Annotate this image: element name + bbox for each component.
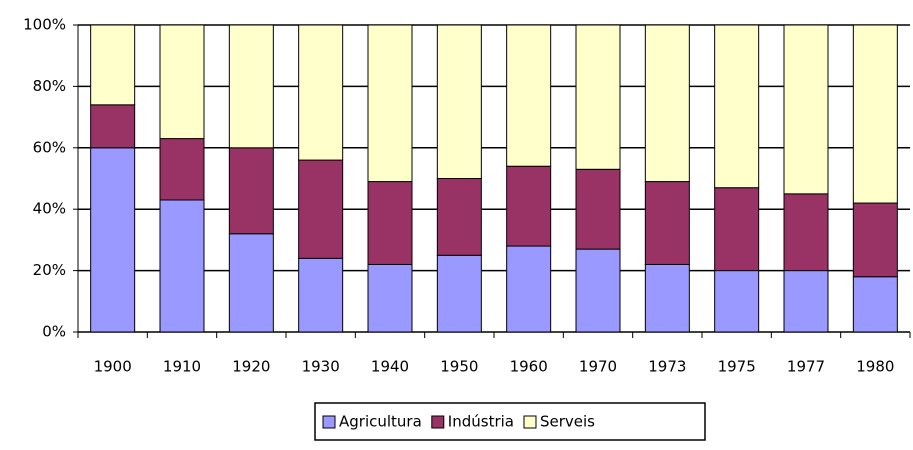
bar-segment: [436, 254, 482, 333]
bar-segment: [90, 147, 136, 333]
bar-segment: [298, 257, 344, 333]
bar-segment: [506, 245, 552, 333]
bar-segment: [228, 147, 274, 235]
x-tick-label: 1960: [510, 358, 548, 376]
bar-segment: [714, 187, 760, 272]
bar-segment: [436, 24, 482, 179]
bar-segment: [298, 24, 344, 161]
bar-segment: [90, 104, 136, 149]
bar-segment: [852, 202, 898, 278]
legend-label: Agricultura: [339, 413, 422, 431]
y-tick-label: 60%: [33, 138, 66, 156]
bar-segment: [228, 233, 274, 333]
bar-segment: [575, 168, 621, 250]
bar-segment: [228, 24, 274, 149]
bar-segment: [159, 24, 205, 140]
bar-segment: [367, 24, 413, 183]
y-tick-label: 100%: [23, 16, 66, 34]
y-tick-label: 20%: [33, 261, 66, 279]
bar-segment: [367, 181, 413, 265]
legend-swatch: [322, 415, 336, 429]
x-tick-label: 1920: [232, 358, 270, 376]
bar-segment: [367, 263, 413, 333]
x-tick-label: 1950: [440, 358, 478, 376]
bar-segment: [644, 181, 690, 265]
bar-segment: [644, 24, 690, 183]
x-tick-label: 1975: [718, 358, 756, 376]
x-tick-label: 1900: [94, 358, 132, 376]
legend-label: Serveis: [540, 413, 595, 431]
bar-segment: [783, 270, 829, 333]
bar-segment: [506, 165, 552, 247]
bar-segment: [506, 24, 552, 167]
y-tick-label: 0%: [42, 323, 66, 341]
bar-segment: [159, 199, 205, 333]
x-tick-label: 1940: [371, 358, 409, 376]
bar-segment: [852, 24, 898, 204]
x-tick-label: 1977: [787, 358, 825, 376]
bar-segment: [714, 24, 760, 189]
bar-segment: [783, 193, 829, 272]
y-tick-label: 80%: [33, 77, 66, 95]
x-tick-label: 1930: [302, 358, 340, 376]
x-tick-label: 1970: [579, 358, 617, 376]
bar-segment: [783, 24, 829, 195]
bar-segment: [298, 159, 344, 259]
bar-segment: [159, 138, 205, 201]
bar-segment: [575, 248, 621, 333]
bar-segment: [436, 178, 482, 256]
x-tick-label: 1973: [648, 358, 686, 376]
legend-swatch: [431, 415, 445, 429]
y-tick-label: 40%: [33, 200, 66, 218]
x-tick-label: 1910: [163, 358, 201, 376]
legend-label: Indústria: [448, 413, 514, 431]
bar-segment: [644, 263, 690, 333]
bar-segment: [852, 276, 898, 333]
x-tick-label: 1980: [856, 358, 894, 376]
bar-segment: [90, 24, 136, 106]
legend-swatch: [523, 415, 537, 429]
legend-box: [314, 402, 706, 441]
bar-segment: [714, 270, 760, 333]
bar-segment: [575, 24, 621, 170]
